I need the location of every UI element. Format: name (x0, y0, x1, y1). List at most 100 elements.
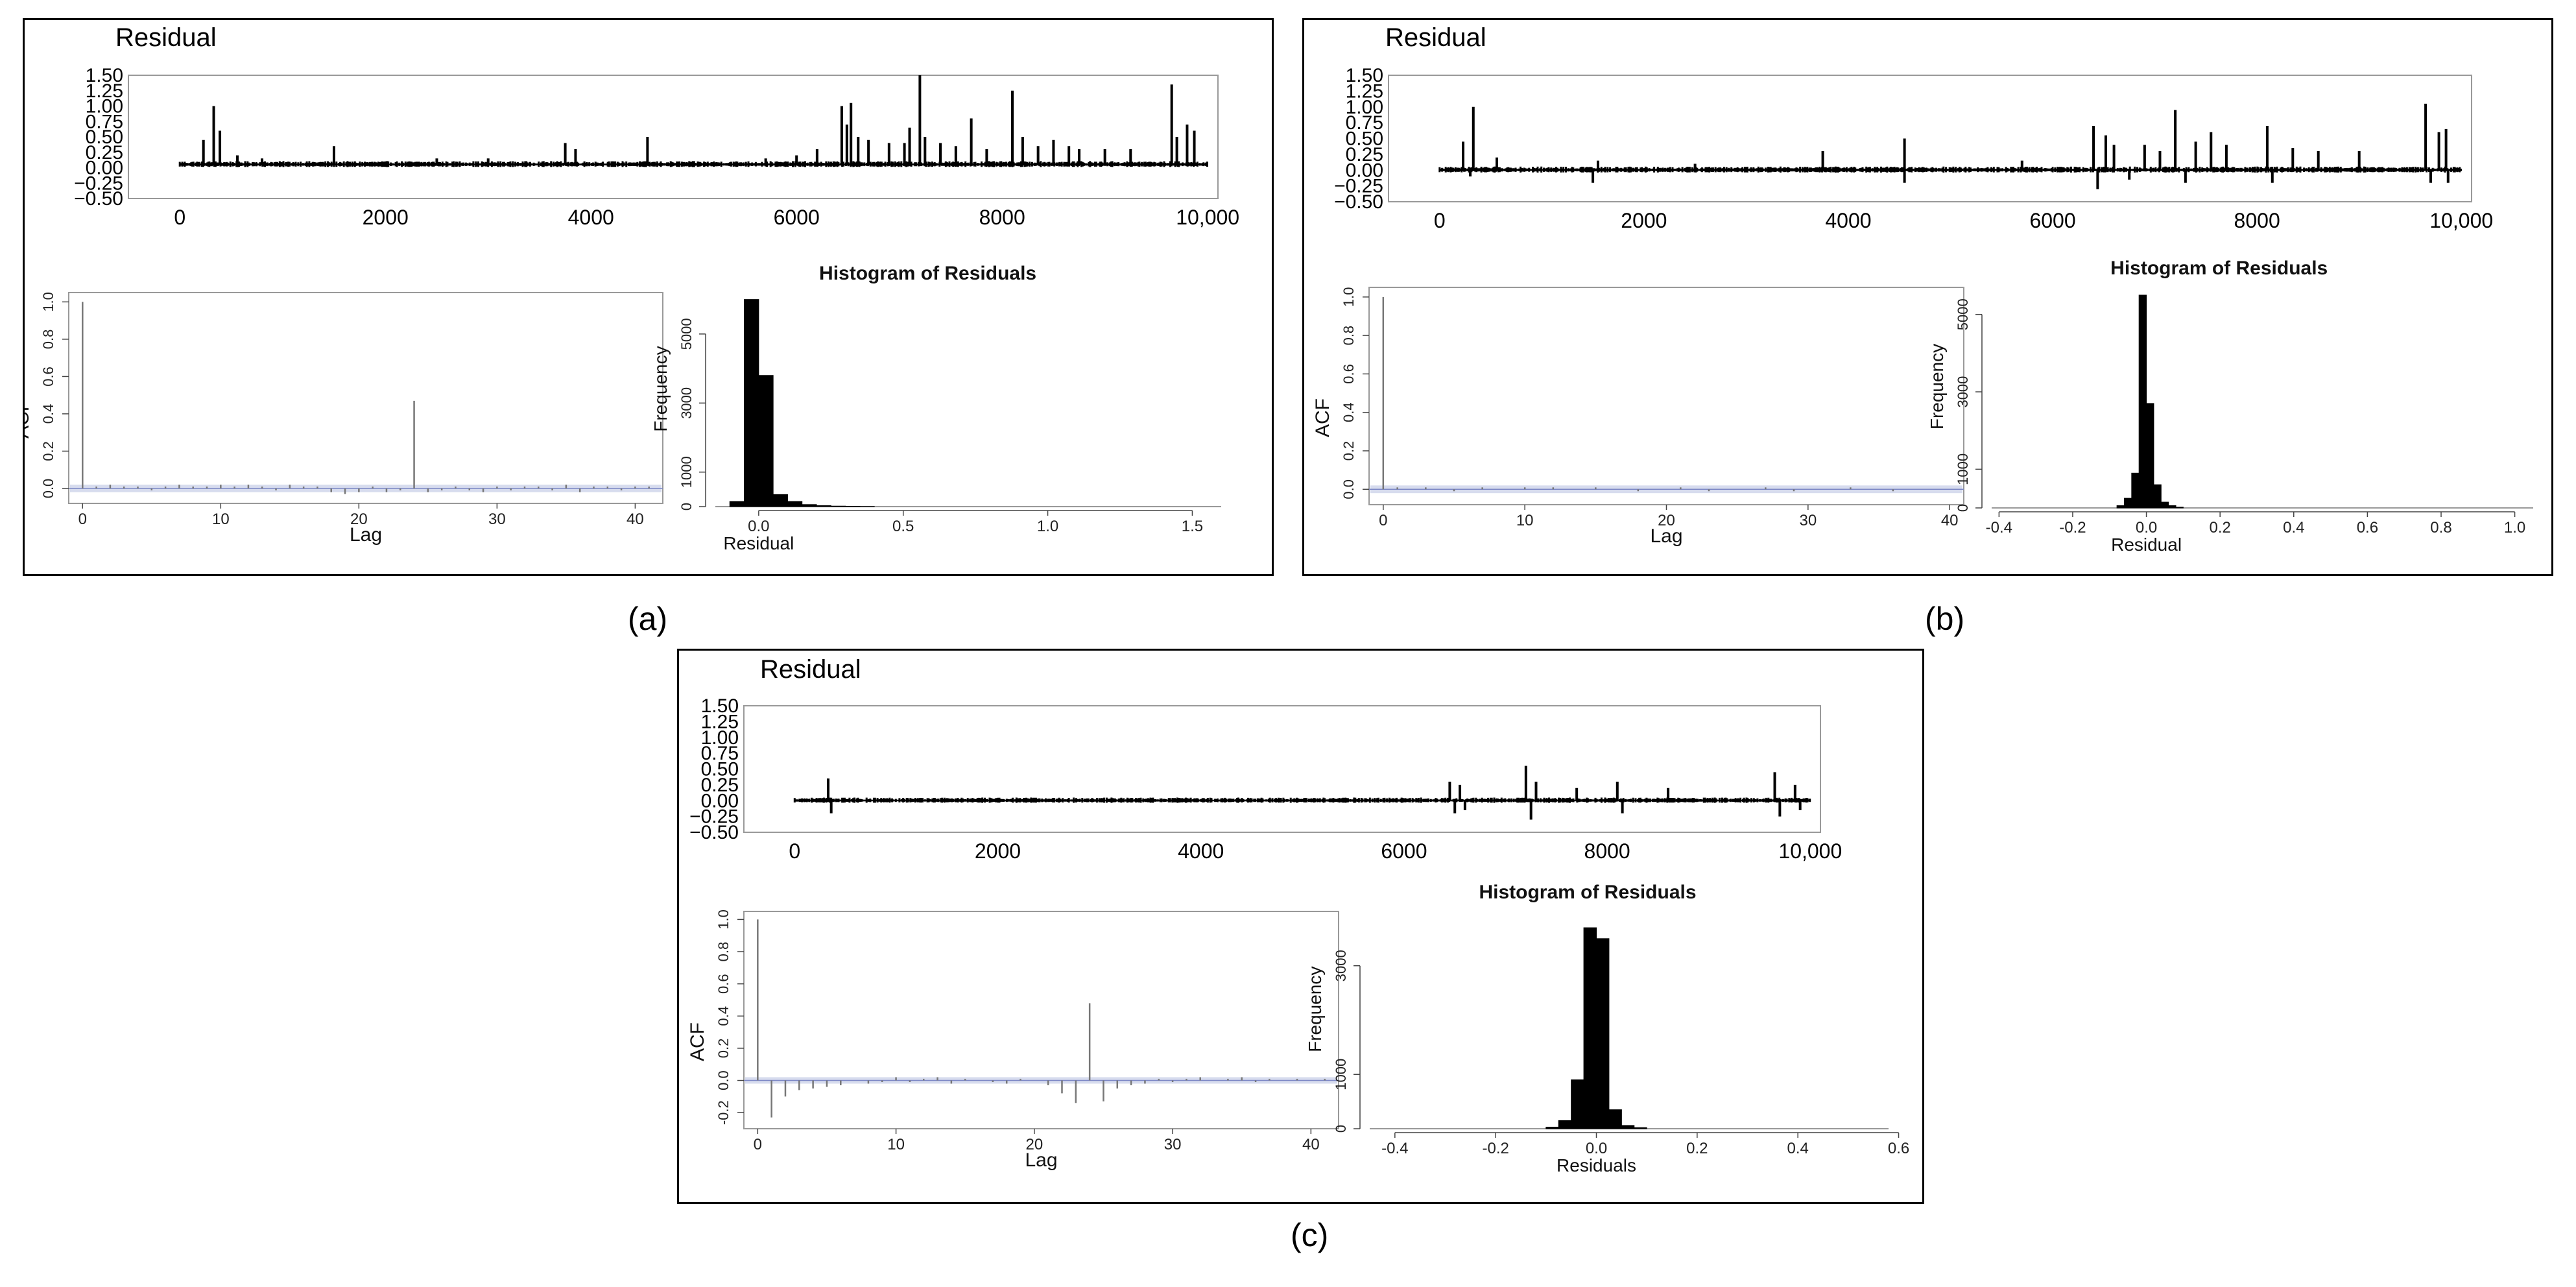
residual-y-tick-label: −0.25 (74, 173, 123, 194)
histogram-x-tick-label: 0.8 (2430, 519, 2451, 536)
histogram-bar (2116, 505, 2125, 509)
acf-y-tick-label: 0.8 (1341, 326, 1357, 346)
residual-y-tick-label: −0.50 (1334, 191, 1383, 213)
panel-b-caption: (b) (1925, 601, 1965, 637)
residual-y-tick-label: 0.75 (1346, 112, 1383, 134)
histogram-bar (802, 504, 817, 507)
residual-y-tick-label: 0.25 (1346, 144, 1383, 165)
acf-y-tick-label: 0.4 (40, 404, 56, 424)
histogram-x-axis-label: Residuals (1556, 1155, 1636, 1175)
acf-x-axis-label: Lag (1650, 525, 1682, 547)
acf-y-tick-label: 0.0 (715, 1070, 732, 1090)
residual-y-tick-label: 1.00 (1346, 97, 1383, 118)
acf-x-tick-label: 40 (1302, 1136, 1320, 1153)
residual-y-tick-label: 0.00 (1346, 160, 1383, 181)
acf-plot-frame (743, 911, 1339, 1129)
acf-x-tick-label: 30 (1164, 1136, 1182, 1153)
residual-plot-frame (1388, 75, 2472, 202)
histogram-y-tick-label: 3000 (1955, 376, 1971, 408)
acf-x-axis-label: Lag (1025, 1149, 1057, 1171)
histogram-bar (845, 505, 861, 507)
histogram-y-tick-label: 0 (678, 503, 695, 511)
residual-plot-frame (743, 705, 1821, 833)
residual-y-tick-label: 0.75 (86, 111, 123, 132)
residual-y-tick-label: 0.50 (86, 126, 123, 148)
histogram-title: Histogram of Residuals (2110, 258, 2328, 279)
residual-y-tick-label: −0.25 (1334, 176, 1383, 197)
panel-c-caption: (c) (1291, 1217, 1329, 1253)
histogram-x-tick-label: 1.5 (1182, 518, 1203, 535)
residual-series-line (793, 797, 1811, 803)
histogram-x-tick-label: 0.0 (748, 518, 769, 535)
panel-a: Residual −0.50 −0.25 0.00 0.25 0.50 0.75 1.00 1.… (23, 18, 1274, 576)
acf-x-tick-label: 40 (626, 511, 644, 528)
residual-x-tick-label: 8000 (1584, 839, 1630, 863)
acf-x-tick-label: 10 (212, 511, 230, 528)
residual-x-tick-label: 2000 (1621, 209, 1667, 232)
histogram-bar (2168, 505, 2176, 509)
acf-x-tick-label: 0 (1379, 512, 1387, 529)
acf-y-tick-label: 0.8 (715, 942, 732, 962)
residual-plot-frame (128, 75, 1219, 199)
residual-y-tick-label: 0.50 (701, 759, 739, 780)
histogram-bar (1545, 1126, 1559, 1129)
histogram-y-axis-label: Frequency (1305, 967, 1325, 1052)
histogram-bar (2153, 484, 2162, 509)
residual-x-tick-label: 8000 (979, 206, 1025, 229)
histogram-x-tick-label: 0.4 (2283, 519, 2304, 536)
residual-y-tick-label: −0.50 (689, 822, 739, 843)
residual-x-tick-label: 6000 (2029, 209, 2075, 232)
residual-y-tick-label: 1.25 (86, 80, 123, 102)
acf-x-tick-label: 20 (350, 511, 368, 528)
acf-y-axis-label: ACF (687, 1022, 708, 1061)
histogram-bar (2175, 507, 2184, 509)
residual-y-tick-label: 1.00 (86, 96, 123, 117)
acf-y-tick-label: 0.2 (715, 1039, 732, 1059)
acf-y-tick-label: 0.6 (1341, 364, 1357, 384)
residual-x-tick-label: 4000 (1825, 209, 1871, 232)
histogram-x-tick-label: 0.6 (1888, 1140, 1909, 1157)
acf-y-tick-label: 0.6 (40, 367, 56, 387)
histogram-bar (1608, 1109, 1622, 1129)
histogram-bar (2146, 403, 2154, 509)
panel-c-svg: Residual−0.50−0.250.000.250.500.751.001.… (687, 655, 1909, 1175)
residual-x-tick-label: 0 (174, 206, 185, 229)
residual-y-tick-label: −0.25 (689, 806, 739, 828)
histogram-bar (787, 501, 803, 507)
histogram-x-tick-label: 0.2 (2209, 519, 2230, 536)
residual-x-tick-label: 10,000 (1778, 839, 1842, 863)
residual-y-tick-label: 1.50 (701, 695, 739, 717)
histogram-y-tick-label: 1000 (678, 456, 695, 488)
acf-y-tick-label: 0.6 (715, 974, 732, 994)
panel-b-svg: Residual−0.50−0.250.000.250.500.751.001.… (1312, 23, 2533, 555)
residual-x-tick-label: 6000 (774, 206, 820, 229)
acf-x-tick-label: 0 (78, 511, 87, 528)
histogram-x-axis-label: Residual (2111, 535, 2182, 555)
acf-y-axis-label: ACF (25, 400, 33, 439)
residual-y-tick-label: 1.50 (1346, 65, 1383, 86)
histogram-title: Histogram of Residuals (1479, 882, 1696, 903)
residual-y-tick-label: 0.25 (701, 775, 739, 796)
histogram-x-tick-label: -0.4 (1381, 1140, 1408, 1157)
histogram-y-tick-label: 5000 (1955, 298, 1971, 330)
residual-series-line (1438, 166, 2463, 173)
histogram-bar (2131, 472, 2140, 509)
residual-x-tick-label: 0 (789, 839, 800, 863)
acf-plot-frame (1368, 287, 1964, 505)
histogram-title: Histogram of Residuals (819, 263, 1036, 284)
histogram-bar (816, 505, 831, 507)
panel-a-caption: (a) (628, 601, 668, 637)
residual-series-line (178, 161, 1208, 167)
histogram-y-tick-label: 1000 (1333, 1059, 1349, 1090)
histogram-bar (1634, 1127, 1647, 1129)
residual-y-tick-label: 1.50 (86, 65, 123, 86)
panel-c: Residual −0.50 −0.25 0.00 0.25 0.50 0.75 1.00 1.… (677, 649, 1924, 1204)
acf-y-tick-label: 0.4 (1341, 402, 1357, 422)
residual-y-tick-label: 0.75 (701, 743, 739, 764)
histogram-x-tick-label: 0.4 (1787, 1140, 1809, 1157)
acf-x-tick-label: 30 (1799, 512, 1817, 529)
residual-x-tick-label: 10,000 (1176, 206, 1239, 229)
residual-y-tick-label: 0.00 (701, 790, 739, 812)
acf-y-tick-label: -0.2 (715, 1100, 732, 1125)
histogram-bar (758, 375, 774, 507)
